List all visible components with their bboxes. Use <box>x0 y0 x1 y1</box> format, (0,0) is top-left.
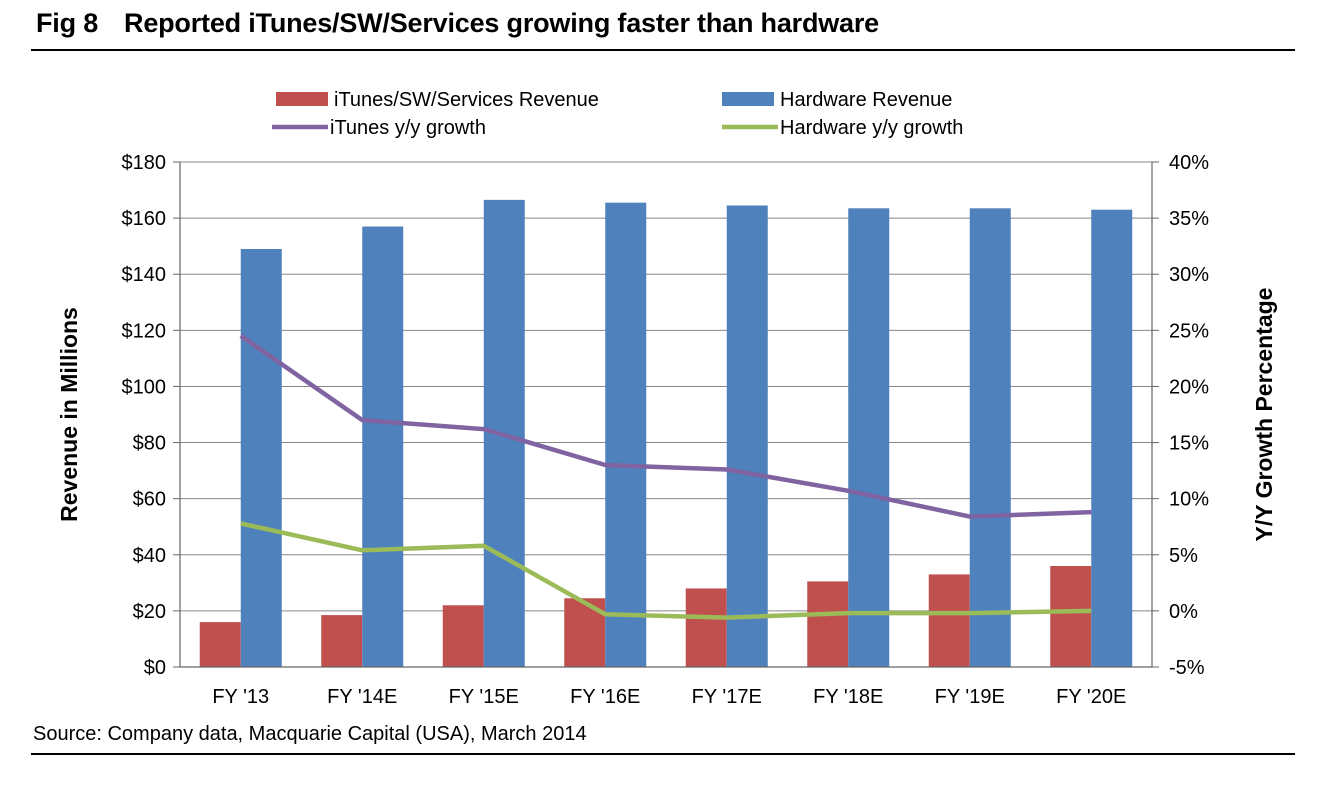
right-tick-label: 25% <box>1169 320 1209 342</box>
right-tick-label: -5% <box>1169 657 1205 679</box>
legend-swatch <box>722 92 774 106</box>
category-label: FY '17E <box>692 686 762 708</box>
left-tick-label: $100 <box>122 376 167 398</box>
line-series <box>239 334 1092 620</box>
category-label: FY '15E <box>449 686 519 708</box>
left-tick-label: $0 <box>144 657 166 679</box>
legend-label: Hardware y/y growth <box>780 117 963 139</box>
right-tick-label: 20% <box>1169 376 1209 398</box>
hardware-revenue-bar <box>848 208 890 667</box>
legend-swatch <box>276 92 328 106</box>
itunes-revenue-bar <box>685 588 727 667</box>
figure-header: Fig 8 Reported iTunes/SW/Services growing… <box>36 8 879 39</box>
top-rule <box>31 49 1295 51</box>
left-tick-label: $160 <box>122 208 167 230</box>
left-tick-label: $140 <box>122 264 167 286</box>
left-tick-label: $180 <box>122 152 167 174</box>
itunes-revenue-bar <box>928 574 970 667</box>
hardware-revenue-bar <box>726 205 768 667</box>
right-tick-label: 0% <box>1169 601 1198 623</box>
right-tick-label: 30% <box>1169 264 1209 286</box>
itunes-growth-line <box>239 334 1092 519</box>
legend-label: iTunes y/y growth <box>330 117 486 139</box>
hardware-growth-line <box>240 521 1092 620</box>
left-tick-label: $40 <box>133 545 166 567</box>
legend-label: Hardware Revenue <box>780 89 952 111</box>
left-axis-title: Revenue in Millions <box>56 307 82 522</box>
hardware-revenue-bar <box>240 248 282 667</box>
right-tick-label: 40% <box>1169 152 1209 174</box>
bar-series <box>199 199 1133 668</box>
category-label: FY '19E <box>935 686 1005 708</box>
hardware-revenue-bar <box>605 202 647 668</box>
right-axis-title: Y/Y Growth Percentage <box>1251 288 1277 542</box>
left-tick-label: $120 <box>122 320 167 342</box>
figure-title: Reported iTunes/SW/Services growing fast… <box>124 8 879 38</box>
left-tick-label: $80 <box>133 433 166 455</box>
category-label: FY '20E <box>1056 686 1126 708</box>
hardware-revenue-bar <box>969 208 1011 667</box>
hardware-revenue-bar <box>1091 209 1133 667</box>
category-label: FY '18E <box>813 686 883 708</box>
itunes-revenue-bar <box>199 622 241 667</box>
category-label: FY '16E <box>570 686 640 708</box>
itunes-revenue-bar <box>807 581 849 667</box>
right-tick-label: 15% <box>1169 433 1209 455</box>
legend: iTunes/SW/Services Revenue Hardware Reven… <box>272 89 963 139</box>
left-tick-label: $20 <box>133 601 166 623</box>
left-tick-label: $60 <box>133 489 166 511</box>
legend-label: iTunes/SW/Services Revenue <box>334 89 599 111</box>
itunes-revenue-bar <box>442 605 484 667</box>
category-label: FY '13 <box>212 686 269 708</box>
itunes-revenue-bar <box>1050 566 1092 667</box>
axes: $0 $20 $40 $60 $80 $100 $120 $140 $160 $180 -5% 0% 5… <box>56 152 1277 708</box>
source-note: Source: Company data, Macquarie Capital … <box>33 723 587 745</box>
bottom-rule <box>31 753 1295 755</box>
right-tick-label: 5% <box>1169 545 1198 567</box>
figure-number: Fig 8 <box>36 8 99 38</box>
itunes-revenue-bar <box>321 615 363 667</box>
right-tick-label: 35% <box>1169 208 1209 230</box>
right-tick-label: 10% <box>1169 489 1209 511</box>
hardware-revenue-bar <box>362 226 404 667</box>
category-label: FY '14E <box>327 686 397 708</box>
